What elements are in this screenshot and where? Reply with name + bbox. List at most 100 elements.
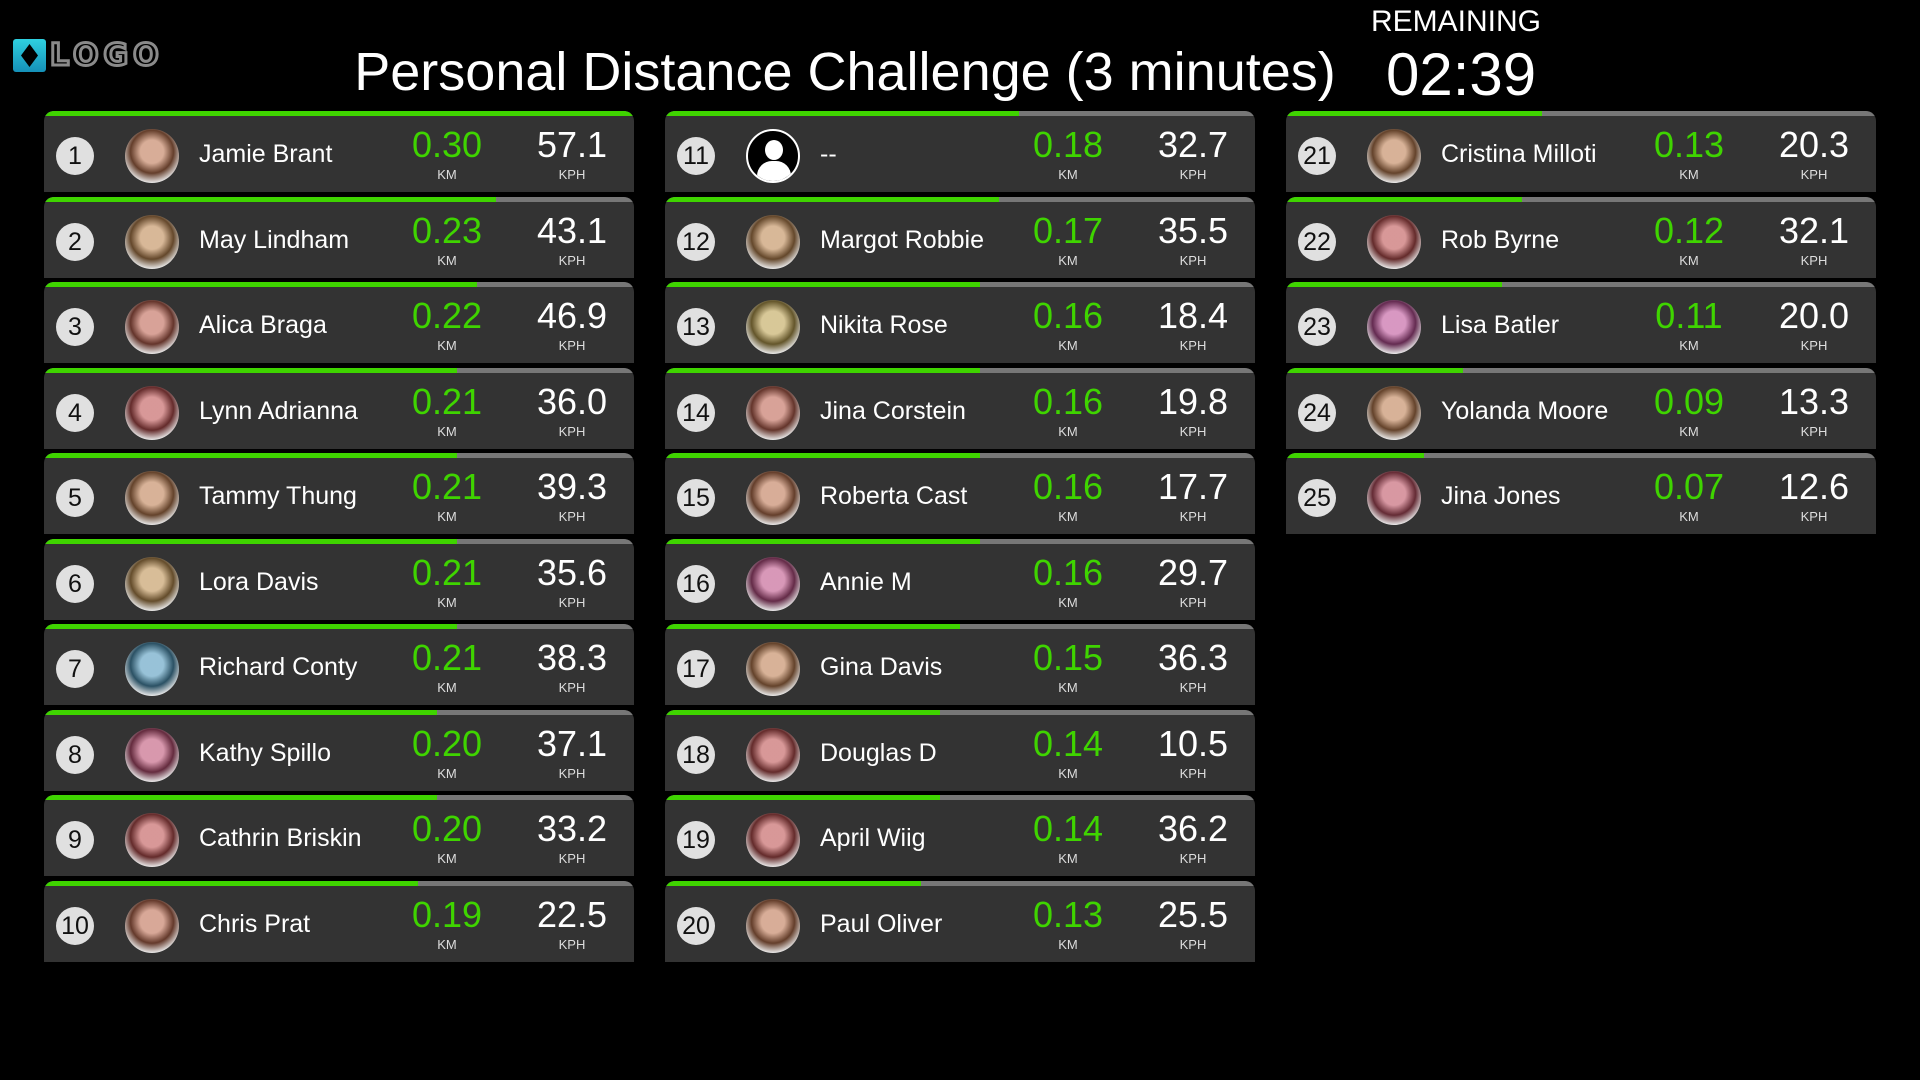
avatar [746, 813, 800, 867]
speed-value: 18.4 [1157, 295, 1229, 336]
participant-name: Margot Robbie [820, 225, 984, 254]
progress-track [1286, 111, 1876, 116]
distance-metric: 0.15 KM [1008, 638, 1128, 696]
distance-metric: 0.16 KM [1008, 296, 1128, 354]
speed-value: 12.6 [1778, 466, 1850, 507]
distance-value: 0.09 [1653, 380, 1725, 422]
progress-fill [665, 880, 921, 886]
participant-name: Jina Corstein [820, 396, 966, 425]
distance-unit: KM [1058, 338, 1078, 353]
distance-metric: 0.09 KM [1629, 380, 1749, 440]
speed-value: 17.7 [1157, 466, 1229, 507]
speed-unit: KPH [1179, 423, 1207, 439]
speed-unit: KPH [1179, 594, 1207, 610]
distance-unit: KM [1058, 167, 1078, 182]
distance-metric: 0.22 KM [387, 296, 507, 354]
speed-unit: KPH [1179, 851, 1207, 866]
progress-track [665, 624, 1255, 629]
distance-metric: 0.17 KM [1008, 209, 1128, 269]
rank-badge: 8 [56, 735, 94, 774]
distance-value: 0.17 [1032, 209, 1104, 251]
progress-fill [44, 880, 418, 886]
rank-badge: 14 [677, 393, 715, 432]
leaderboard-row: 3 Alica Braga 0.22 KM 46.9 KPH [44, 282, 634, 363]
speed-value: 19.8 [1157, 380, 1229, 422]
avatar [125, 642, 179, 696]
speed-unit: KPH [1179, 765, 1207, 781]
speed-value: 20.0 [1778, 295, 1850, 336]
rank-badge: 18 [677, 735, 715, 774]
distance-unit: KM [1058, 680, 1078, 695]
distance-unit: KM [1058, 252, 1078, 268]
participant-name: Roberta Cast [820, 482, 968, 510]
avatar [125, 727, 179, 782]
participant-name: Yolanda Moore [1441, 396, 1609, 425]
progress-track [1286, 453, 1876, 458]
progress-fill [665, 196, 1000, 202]
leaderboard-column-3: 21 Cristina Milloti 0.13 KM 20.3 KPH 22 … [1286, 111, 1876, 539]
avatar [1367, 129, 1421, 183]
speed-value: 33.2 [536, 808, 608, 849]
speed-metric: 10.5 KPH [1133, 723, 1253, 782]
distance-value: 0.30 [411, 124, 483, 165]
avatar [746, 642, 800, 696]
distance-unit: KM [437, 167, 457, 182]
distance-metric: 0.12 KM [1629, 210, 1749, 269]
progress-fill [665, 709, 941, 715]
speed-unit: KPH [1179, 509, 1207, 524]
speed-unit: KPH [558, 167, 586, 182]
rank-badge: 7 [56, 650, 94, 688]
rank-badge: 22 [1298, 222, 1336, 261]
progress-track [665, 795, 1255, 800]
participant-name: -- [820, 140, 837, 168]
rank-badge: 16 [677, 564, 715, 603]
distance-value: 0.14 [1032, 722, 1104, 764]
speed-unit: KPH [558, 338, 586, 353]
speed-value: 43.1 [536, 209, 608, 251]
distance-unit: KM [1058, 851, 1078, 866]
progress-fill [665, 282, 980, 287]
speed-unit: KPH [558, 936, 586, 952]
avatar [746, 385, 800, 440]
distance-value: 0.15 [1032, 637, 1104, 678]
distance-metric: 0.07 KM [1629, 467, 1749, 525]
distance-value: 0.11 [1655, 295, 1723, 336]
leaderboard-row: 21 Cristina Milloti 0.13 KM 20.3 KPH [1286, 111, 1876, 192]
leaderboard-row: 6 Lora Davis 0.21 KM 35.6 KPH [44, 538, 634, 620]
avatar [125, 813, 179, 867]
participant-name: Rob Byrne [1441, 225, 1560, 254]
speed-unit: KPH [558, 509, 586, 524]
avatar [125, 129, 179, 183]
distance-unit: KM [1679, 423, 1699, 439]
speed-metric: 38.3 KPH [512, 638, 632, 696]
avatar [1367, 385, 1421, 440]
speed-unit: KPH [1179, 167, 1207, 182]
distance-metric: 0.19 KM [387, 894, 507, 953]
distance-value: 0.13 [1032, 893, 1104, 935]
distance-unit: KM [437, 423, 457, 439]
speed-unit: KPH [558, 423, 586, 439]
participant-name: Jina Jones [1441, 482, 1561, 510]
distance-value: 0.13 [1653, 124, 1725, 165]
speed-value: 57.1 [536, 124, 608, 165]
speed-metric: 20.0 KPH [1754, 296, 1874, 354]
distance-unit: KM [437, 509, 457, 524]
distance-metric: 0.13 KM [1008, 893, 1128, 953]
leaderboard-row: 12 Margot Robbie 0.17 KM 35.5 KPH [665, 196, 1255, 278]
speed-value: 46.9 [536, 295, 608, 336]
participant-name: Lisa Batler [1441, 311, 1560, 339]
distance-unit: KM [1679, 252, 1699, 268]
rank-badge: 2 [56, 222, 94, 261]
progress-fill [665, 367, 980, 373]
progress-fill [44, 453, 457, 458]
speed-value: 32.7 [1157, 124, 1229, 165]
speed-value: 25.5 [1157, 893, 1229, 935]
participant-name: Lora Davis [199, 567, 319, 596]
rank-badge: 1 [56, 137, 94, 175]
default-user-icon [746, 129, 800, 183]
distance-unit: KM [437, 765, 457, 781]
leaderboard-row: 4 Lynn Adrianna 0.21 KM 36.0 KPH [44, 367, 634, 449]
participant-name: Cathrin Briskin [199, 824, 362, 852]
distance-value: 0.14 [1032, 808, 1104, 849]
speed-value: 36.3 [1157, 637, 1229, 678]
